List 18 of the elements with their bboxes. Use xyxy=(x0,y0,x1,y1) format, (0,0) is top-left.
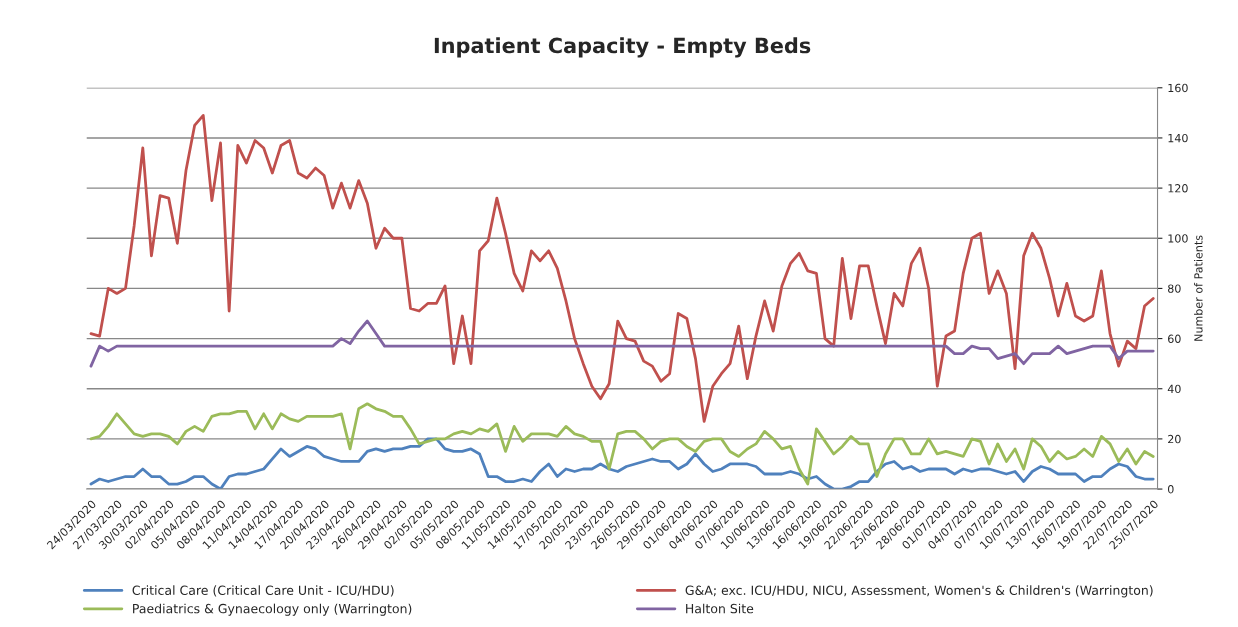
y-tick-label: 80 xyxy=(1168,284,1181,293)
y-tick-label: 120 xyxy=(1168,184,1188,193)
y-tick-label: 0 xyxy=(1167,485,1174,494)
y-tick-label: 160 xyxy=(1168,83,1188,93)
y-tick-label: 60 xyxy=(1168,334,1181,343)
legend-label: Critical Care (Critical Care Unit - ICU/HDU) xyxy=(132,585,394,597)
y-tick-label: 140 xyxy=(1168,133,1188,143)
legend-label: Paediatrics & Gynaecology only (Warrington) xyxy=(133,603,412,616)
y-axis-title: Number of Patients xyxy=(1194,235,1203,341)
y-tick-label: 100 xyxy=(1168,234,1188,243)
y-tick-label: 40 xyxy=(1167,384,1181,394)
legend-label: Halton Site xyxy=(686,603,754,614)
line-series xyxy=(89,113,1155,423)
chart-title: Inpatient Capacity - Empty Beds xyxy=(434,37,811,58)
line-series xyxy=(89,402,1155,486)
legend-label: G&A; exc. ICU/HDU, NICU, Assessment, Women's & Children's (Warrington) xyxy=(685,585,1153,598)
line-series xyxy=(89,319,1155,368)
y-tick-label: 20 xyxy=(1168,434,1181,444)
